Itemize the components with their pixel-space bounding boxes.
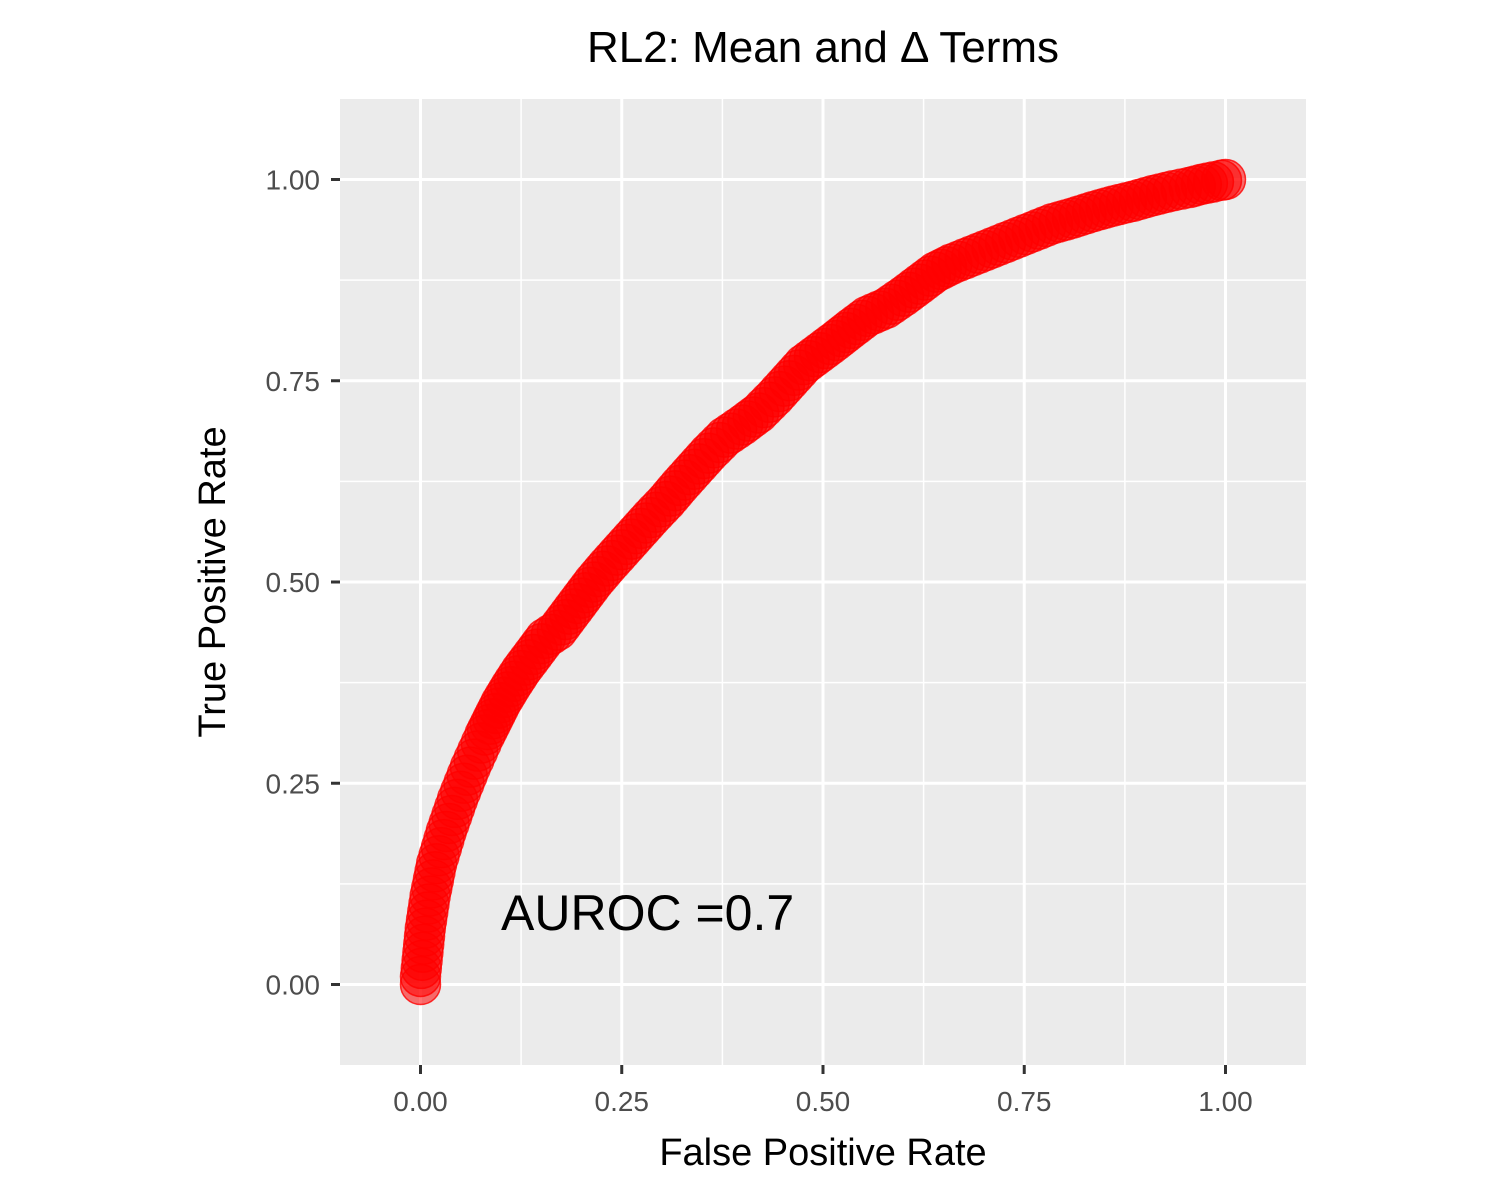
x-tick-label: 0.75: [997, 1086, 1052, 1117]
y-tick-label: 0.00: [266, 970, 321, 1001]
y-axis-title: True Positive Rate: [192, 426, 234, 737]
x-tick-label: 0.00: [393, 1086, 448, 1117]
y-axis-ticks: 0.00 0.25 0.50 0.75 1.00: [266, 165, 340, 1001]
y-tick-label: 0.75: [266, 366, 321, 397]
x-tick-label: 0.50: [796, 1086, 851, 1117]
auroc-annotation: AUROC =0.7: [501, 885, 794, 941]
x-axis-ticks: 0.00 0.25 0.50 0.75 1.00: [393, 1065, 1253, 1117]
roc-points: [399, 158, 1247, 1006]
y-tick-label: 0.25: [266, 768, 321, 799]
chart-title: RL2: Mean and Δ Terms: [587, 23, 1059, 72]
y-tick-label: 0.50: [266, 567, 321, 598]
x-axis-title: False Positive Rate: [659, 1132, 986, 1174]
x-tick-label: 1.00: [1198, 1086, 1253, 1117]
roc-point: [1204, 158, 1247, 201]
y-tick-label: 1.00: [266, 165, 321, 196]
x-tick-label: 0.25: [595, 1086, 650, 1117]
